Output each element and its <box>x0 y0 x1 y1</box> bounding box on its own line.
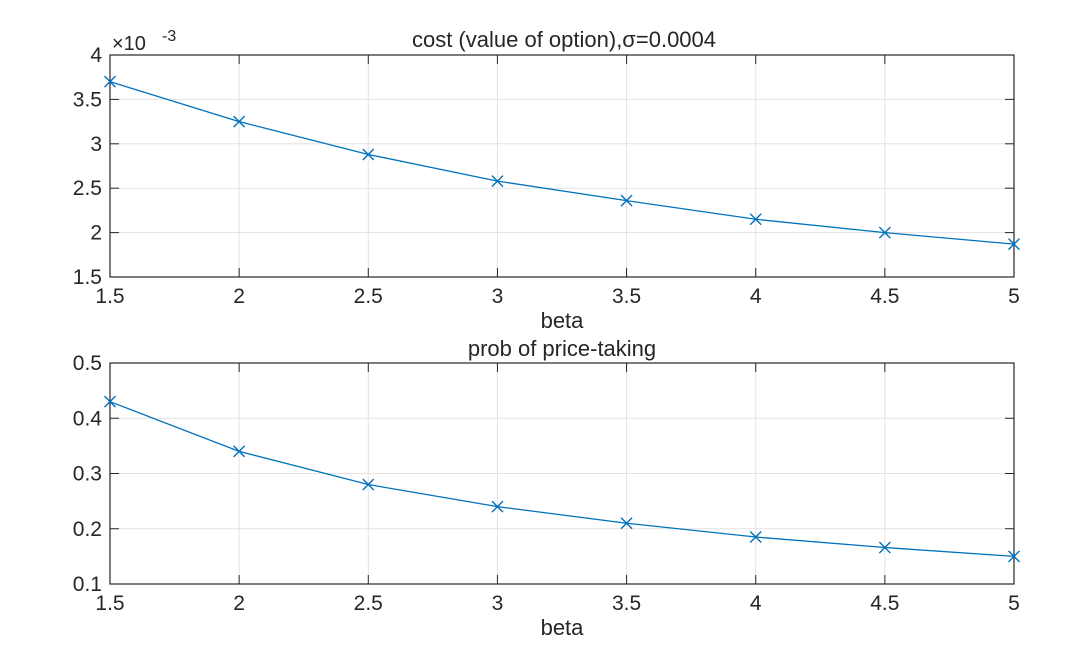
cost-data-point <box>878 226 891 239</box>
cost-data-point <box>104 75 116 88</box>
prob-series-line <box>109 401 1015 558</box>
prob-y-tick-label: 0.3 <box>73 463 102 486</box>
prob-x-tick-label: 2.5 <box>354 592 383 615</box>
cost-data-point <box>233 115 246 128</box>
prob-data-point <box>104 395 116 408</box>
prob-x-tick-label: 1.5 <box>95 592 124 615</box>
cost-data-point <box>749 213 762 226</box>
cost-x-tick-label: 2.5 <box>354 285 383 308</box>
cost-y-tick-label: 1.5 <box>73 266 102 289</box>
prob-x-tick-label: 2 <box>233 592 245 615</box>
prob-y-tick-label: 0.4 <box>73 407 103 430</box>
cost-series-line <box>109 81 1015 245</box>
prob-y-tick-label: 0.5 <box>73 352 102 375</box>
cost-y-tick-label: 3.5 <box>73 88 102 111</box>
cost-x-tick-label: 2 <box>233 285 245 308</box>
prob-y-tick-label: 0.1 <box>73 573 102 596</box>
prob-data-point <box>362 478 375 491</box>
cost-data-point <box>1008 238 1020 251</box>
y-exponent-power: -3 <box>162 28 176 45</box>
prob-x-tick-label: 4 <box>750 592 762 615</box>
prob-data-point <box>233 445 246 458</box>
prob-x-tick-label: 3 <box>492 592 504 615</box>
cost-y-tick-label: 2 <box>90 222 102 245</box>
cost-chart-x-axis-title: beta <box>541 308 585 333</box>
prob-x-tick-label: 3.5 <box>612 592 641 615</box>
cost-axes-box <box>109 54 1015 278</box>
cost-x-tick-label: 5 <box>1008 285 1020 308</box>
cost-chart-y-exponent: ×10 -3 <box>112 28 176 55</box>
prob-x-tick-label: 5 <box>1008 592 1020 615</box>
prob-chart: prob of price-taking beta 1.5 2 2.5 3 3.5 4 4.… <box>73 336 1020 640</box>
cost-x-tick-label: 3.5 <box>612 285 641 308</box>
y-exponent-base: ×10 <box>112 33 146 55</box>
prob-data-point <box>491 500 504 513</box>
cost-x-tick-label: 4 <box>750 285 762 308</box>
cost-chart-title: cost (value of option),σ=0.0004 <box>412 27 716 52</box>
prob-data-point <box>1008 550 1020 563</box>
cost-plot-area <box>110 55 1014 277</box>
cost-x-tick-label: 4.5 <box>870 285 899 308</box>
prob-data-point <box>749 531 762 544</box>
prob-y-tick-label: 0.2 <box>73 518 102 541</box>
prob-data-point <box>620 517 633 530</box>
cost-data-point <box>620 194 633 207</box>
cost-y-tick-label: 4 <box>90 44 102 67</box>
prob-chart-x-axis-title: beta <box>541 615 585 640</box>
cost-x-tick-label: 3 <box>492 285 504 308</box>
cost-y-tick-label: 2.5 <box>73 177 102 200</box>
cost-data-point <box>491 175 504 188</box>
cost-y-tick-label: 3 <box>90 133 102 156</box>
prob-chart-title: prob of price-taking <box>468 336 656 361</box>
prob-data-point <box>878 541 891 554</box>
prob-x-tick-label: 4.5 <box>870 592 899 615</box>
cost-data-point <box>362 148 375 161</box>
cost-chart: cost (value of option),σ=0.0004 ×10 -3 b… <box>73 27 1020 333</box>
cost-x-tick-label: 1.5 <box>95 285 124 308</box>
